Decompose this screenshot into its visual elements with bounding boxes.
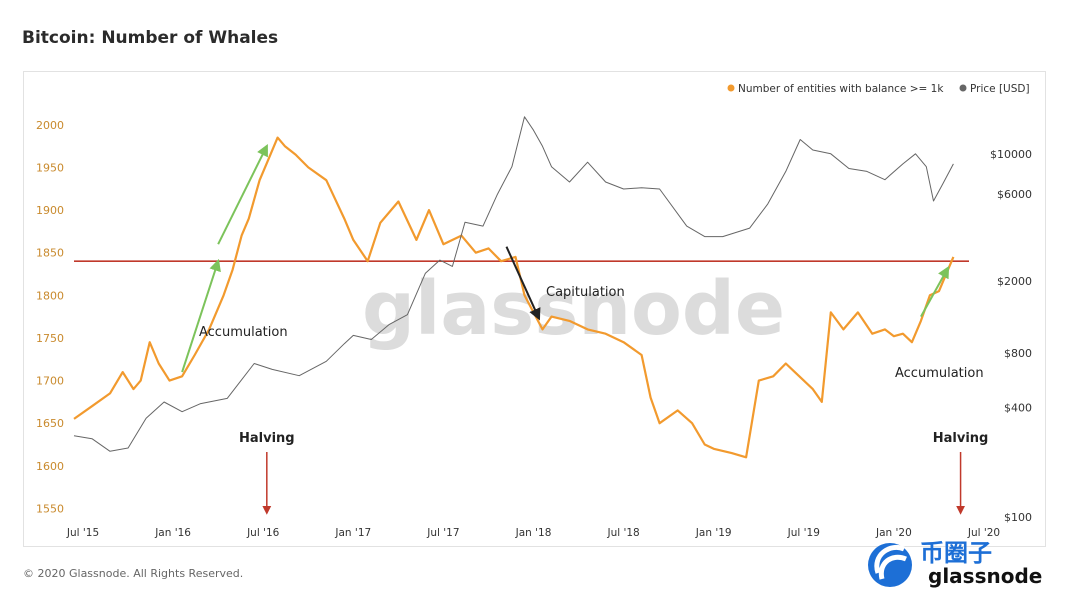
y-left-tick: 1750 <box>36 332 64 345</box>
annotation-arrow <box>217 143 268 245</box>
y-left-tick: 1800 <box>36 289 64 302</box>
y-left-tick: 1550 <box>36 502 64 515</box>
x-tick: Jul '20 <box>967 527 1000 539</box>
annotation-arrow <box>505 246 541 321</box>
y-right-tick: $2000 <box>997 275 1032 288</box>
annotation-label: Capitulation <box>546 285 625 300</box>
whales-series-line <box>73 136 955 459</box>
annotation-arrow <box>181 258 221 373</box>
x-tick: Jan '16 <box>154 527 191 539</box>
brand-en-text: glassnode <box>928 564 1042 588</box>
legend-whales-swatch <box>727 84 735 92</box>
brand-cn-text: 币圈子 <box>920 539 992 567</box>
y-left-tick: 1600 <box>36 460 64 473</box>
x-tick: Jul '19 <box>787 527 820 539</box>
price-series-line <box>73 116 954 452</box>
y-right-tick: $100 <box>1004 511 1032 524</box>
x-tick: Jan '17 <box>334 527 371 539</box>
y-right-tick: $400 <box>1004 402 1032 415</box>
halving-label: Halving <box>239 431 295 446</box>
y-left-tick: 1700 <box>36 375 64 388</box>
legend-whales-label: Number of entities with balance >= 1k <box>738 83 944 95</box>
copyright-footer: © 2020 Glassnode. All Rights Reserved. <box>23 567 244 580</box>
y-left-tick: 1850 <box>36 247 64 260</box>
x-tick: Jul '15 <box>66 527 99 539</box>
brand-logo: 币圈子 glassnode <box>862 535 1062 595</box>
brand-logo-mark: 币圈子 glassnode <box>868 539 1042 588</box>
x-tick: Jan '20 <box>875 527 912 539</box>
x-tick: Jul '18 <box>606 527 639 539</box>
brand-swoosh-icon <box>874 545 907 580</box>
x-tick: Jan '18 <box>515 527 552 539</box>
y-left-tick: 1950 <box>36 161 64 174</box>
annotation-arrow <box>920 265 950 318</box>
chart-frame: glassnode 1550 1600 1650 1700 1750 1800 1850 19… <box>23 71 1046 547</box>
chart-canvas: glassnode 1550 1600 1650 1700 1750 1800 1850 19… <box>36 83 1032 539</box>
y-right-tick: $800 <box>1004 347 1032 360</box>
legend-price-swatch <box>959 84 967 92</box>
y-right-tick: $6000 <box>997 188 1032 201</box>
annotation-label: Accumulation <box>199 325 288 340</box>
x-tick: Jul '16 <box>246 527 280 539</box>
halving-label: Halving <box>933 431 989 446</box>
legend-price-label: Price [USD] <box>970 83 1030 95</box>
y-right-tick: $10000 <box>990 148 1032 161</box>
y-left-tick: 2000 <box>36 119 64 132</box>
chart-title: Bitcoin: Number of Whales <box>22 28 279 48</box>
y-left-tick: 1900 <box>36 204 64 217</box>
y-left-tick: 1650 <box>36 417 64 430</box>
x-tick: Jul '17 <box>426 527 459 539</box>
watermark: glassnode <box>362 266 785 352</box>
x-tick: Jan '19 <box>695 527 732 539</box>
annotation-label: Accumulation <box>895 366 984 381</box>
